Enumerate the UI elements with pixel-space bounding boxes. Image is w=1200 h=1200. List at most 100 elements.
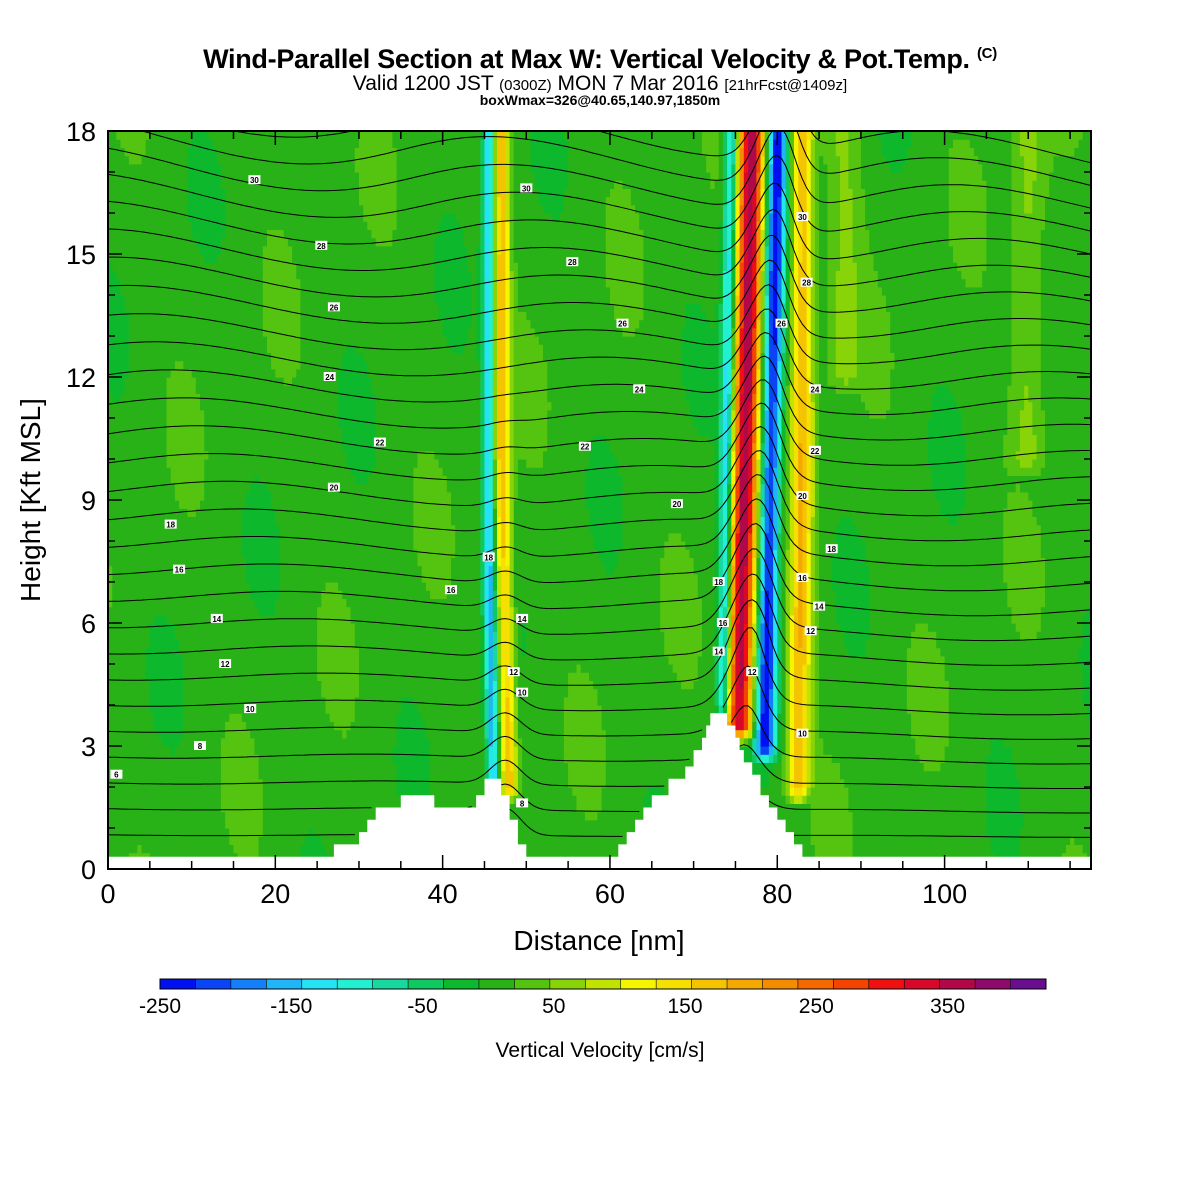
velocity-cell [162,508,167,517]
velocity-cell [171,311,176,320]
velocity-cell [162,557,167,566]
velocity-cell [313,197,318,206]
velocity-cell [313,369,318,378]
velocity-cell [192,434,197,443]
velocity-cell [280,197,285,206]
velocity-cell [221,377,226,386]
velocity-cell [284,762,289,771]
velocity-cell [133,803,138,812]
velocity-cell [175,812,180,821]
velocity-cell [250,336,255,345]
velocity-cell [137,459,142,468]
velocity-cell [267,139,272,148]
velocity-cell [246,188,251,197]
velocity-cell [300,582,305,591]
velocity-cell [321,787,326,796]
velocity-cell [234,787,239,796]
velocity-cell [300,738,305,747]
velocity-cell [238,713,243,722]
velocity-cell [313,820,318,829]
velocity-cell [175,434,180,443]
velocity-cell [183,221,188,230]
velocity-cell [296,746,301,755]
velocity-cell [254,680,259,689]
velocity-cell [150,664,155,673]
velocity-cell [208,221,213,230]
velocity-cell [112,180,117,189]
velocity-cell [183,508,188,517]
velocity-cell [300,238,305,247]
velocity-cell [221,443,226,452]
velocity-cell [112,844,117,853]
velocity-cell [121,475,126,484]
velocity-cell [275,557,280,566]
velocity-cell [125,680,130,689]
velocity-cell [326,541,331,550]
velocity-cell [317,443,322,452]
velocity-cell [271,443,276,452]
velocity-cell [296,525,301,534]
velocity-cell [317,721,322,730]
velocity-cell [162,713,167,722]
velocity-cell [137,549,142,558]
velocity-cell [112,639,117,648]
velocity-cell [317,730,322,739]
velocity-cell [196,615,201,624]
velocity-cell [171,779,176,788]
velocity-cell [112,238,117,247]
velocity-cell [229,180,234,189]
velocity-cell [313,516,318,525]
velocity-cell [175,795,180,804]
velocity-cell [229,418,234,427]
velocity-cell [200,754,205,763]
velocity-cell [116,238,121,247]
velocity-cell [188,213,193,222]
velocity-cell [213,746,218,755]
velocity-cell [213,426,218,435]
velocity-cell [204,664,209,673]
velocity-cell [292,713,297,722]
velocity-cell [150,164,155,173]
velocity-cell [330,229,335,238]
velocity-cell [112,156,117,165]
velocity-cell [116,541,121,550]
velocity-cell [217,393,222,402]
velocity-cell [313,320,318,329]
velocity-cell [208,246,213,255]
velocity-cell [326,598,331,607]
velocity-cell [142,721,147,730]
velocity-cell [229,254,234,263]
velocity-cell [296,303,301,312]
velocity-cell [271,820,276,829]
velocity-cell [146,221,151,230]
velocity-cell [234,836,239,845]
velocity-cell [313,566,318,575]
velocity-cell [137,377,142,386]
velocity-cell [330,623,335,632]
velocity-cell [225,434,230,443]
velocity-cell [259,631,264,640]
velocity-cell [167,656,172,665]
velocity-cell [116,574,121,583]
velocity-cell [238,361,243,370]
velocity-cell [204,689,209,698]
velocity-cell [234,254,239,263]
velocity-cell [208,328,213,337]
velocity-cell [300,730,305,739]
velocity-cell [254,533,259,542]
velocity-cell [309,598,314,607]
velocity-cell [321,639,326,648]
velocity-cell [217,188,222,197]
velocity-cell [175,656,180,665]
velocity-cell [171,574,176,583]
velocity-cell [305,451,310,460]
velocity-cell [267,787,272,796]
velocity-cell [171,730,176,739]
velocity-cell [280,787,285,796]
velocity-cell [292,369,297,378]
velocity-cell [271,369,276,378]
velocity-cell [259,279,264,288]
velocity-cell [129,246,134,255]
velocity-cell [300,369,305,378]
velocity-cell [242,197,247,206]
